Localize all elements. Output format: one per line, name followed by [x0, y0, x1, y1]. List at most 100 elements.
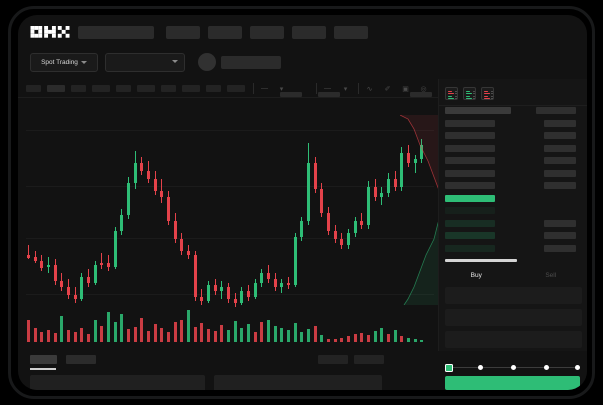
candlestick-series: [26, 108, 426, 313]
pencil-icon[interactable]: ✐: [384, 85, 391, 93]
orderbook-depth-bar: [445, 169, 495, 177]
orderbook-ask-row[interactable]: [439, 169, 587, 178]
slider-stop-25[interactable]: [478, 365, 483, 370]
nav-item-3[interactable]: [250, 26, 284, 39]
nav-item-2[interactable]: [208, 26, 242, 39]
orderbook-bid-row[interactable]: [439, 207, 587, 215]
settings-target-icon[interactable]: ◎: [420, 85, 427, 93]
camera-icon[interactable]: ▣: [402, 85, 409, 93]
volume-bar: [47, 330, 50, 342]
gridline-3: [26, 294, 434, 295]
tab-buy[interactable]: Buy: [470, 271, 482, 279]
volume-bar: [320, 335, 324, 342]
nav-item-5[interactable]: [334, 26, 368, 39]
volume-bar: [240, 328, 244, 342]
gridline-2: [26, 238, 434, 239]
orderbook-size-placeholder: [544, 244, 576, 252]
orderbook-ask-row[interactable]: [439, 144, 587, 153]
trading-pair-selector[interactable]: [105, 53, 185, 72]
interval-button-3[interactable]: [92, 85, 110, 92]
orderbook-bid-row[interactable]: [439, 219, 587, 228]
orderbook-ask-row[interactable]: [439, 182, 587, 190]
volume-bar: [253, 332, 257, 342]
slider-stop-100[interactable]: [575, 365, 580, 370]
nav-item-1[interactable]: [166, 26, 200, 39]
chevron-down-icon: [80, 61, 87, 64]
order-field-total[interactable]: [445, 331, 582, 348]
gridline-0: [26, 130, 434, 131]
okx-logo-icon[interactable]: [30, 26, 70, 39]
volume-bar: [207, 329, 210, 342]
chart-type-label[interactable]: —: [261, 85, 268, 92]
orderbook-bid-row[interactable]: [439, 244, 587, 253]
interval-button-6[interactable]: [161, 85, 176, 92]
indicator-chevron-icon[interactable]: ▾: [343, 85, 348, 93]
candlestick-chart[interactable]: [18, 98, 438, 351]
orderbook-ask-row[interactable]: [439, 119, 587, 128]
order-field-amount[interactable]: [445, 309, 582, 326]
interval-button-8[interactable]: [206, 85, 221, 92]
orderbook-bids-icon[interactable]: [463, 87, 476, 100]
orderbook-depth-bar: [445, 119, 495, 127]
interval-button-9[interactable]: [227, 85, 245, 92]
volume-bar: [307, 329, 310, 342]
volume-bar: [67, 330, 70, 342]
volume-bar: [113, 322, 117, 342]
volume-bar: [93, 320, 97, 342]
interval-button-4[interactable]: [116, 85, 131, 92]
device-bezel: Spot Trading: [8, 6, 595, 399]
order-book-spread-divider: [445, 259, 517, 262]
volume-bar: [273, 326, 277, 342]
slider-stop-50[interactable]: [511, 365, 516, 370]
volume-bar: [87, 334, 90, 342]
volume-bar: [227, 330, 230, 342]
toolbar-divider: [358, 83, 359, 94]
volume-bar: [380, 328, 384, 342]
interval-button-1[interactable]: [47, 85, 65, 92]
interval-button-0[interactable]: [26, 85, 41, 92]
orderbook-depth-bar: [445, 132, 495, 139]
bottom-right-placeholder-1[interactable]: [354, 355, 384, 364]
nav-item-4[interactable]: [292, 26, 326, 39]
slider-handle[interactable]: [445, 363, 453, 372]
market-mode-selector[interactable]: Spot Trading: [30, 53, 98, 72]
account-name-placeholder: [221, 56, 281, 69]
orderbook-ask-row[interactable]: [439, 107, 587, 115]
amount-slider[interactable]: [445, 363, 580, 372]
orderbook-ask-row[interactable]: [439, 157, 587, 165]
nav-item-0[interactable]: [78, 26, 154, 39]
active-tab-underline: [30, 368, 56, 370]
slider-stop-75[interactable]: [544, 365, 549, 370]
orderbook-size-placeholder: [544, 169, 576, 177]
volume-bar: [260, 322, 264, 342]
order-field-price[interactable]: [445, 287, 582, 304]
bottom-tab-1[interactable]: [66, 355, 96, 364]
orderbook-both-icon[interactable]: [445, 87, 458, 100]
orderbook-depth-bar: [445, 194, 495, 202]
orderbook-asks-icon[interactable]: [481, 87, 494, 100]
orderbook-ask-row[interactable]: [439, 132, 587, 140]
bottom-right-placeholder-0[interactable]: [318, 355, 348, 364]
interval-button-7[interactable]: [182, 85, 200, 92]
volume-histogram: [26, 310, 426, 342]
orderbook-depth-bar: [445, 107, 511, 114]
tab-sell[interactable]: Sell: [545, 271, 557, 279]
orderbook-depth-bar: [445, 219, 495, 227]
positions-content: [18, 375, 438, 390]
market-mode-label: Spot Trading: [41, 59, 78, 66]
orderbook-size-placeholder: [544, 219, 576, 227]
chart-type-chevron-icon[interactable]: ▾: [279, 85, 284, 93]
interval-button-2[interactable]: [71, 85, 86, 92]
chart-gridlines: [18, 98, 438, 351]
orderbook-last-price-row[interactable]: [439, 194, 587, 203]
indicator-label[interactable]: —: [324, 85, 331, 92]
interval-button-5[interactable]: [137, 85, 155, 92]
bottom-tab-0[interactable]: [30, 355, 57, 364]
volume-bar: [327, 339, 330, 342]
submit-order-button[interactable]: [445, 376, 580, 390]
orderbook-depth-bar: [445, 232, 495, 239]
avatar[interactable]: [198, 53, 216, 71]
line-wave-icon[interactable]: ∿: [366, 85, 373, 93]
volume-bar: [347, 336, 350, 342]
orderbook-bid-row[interactable]: [439, 232, 587, 240]
